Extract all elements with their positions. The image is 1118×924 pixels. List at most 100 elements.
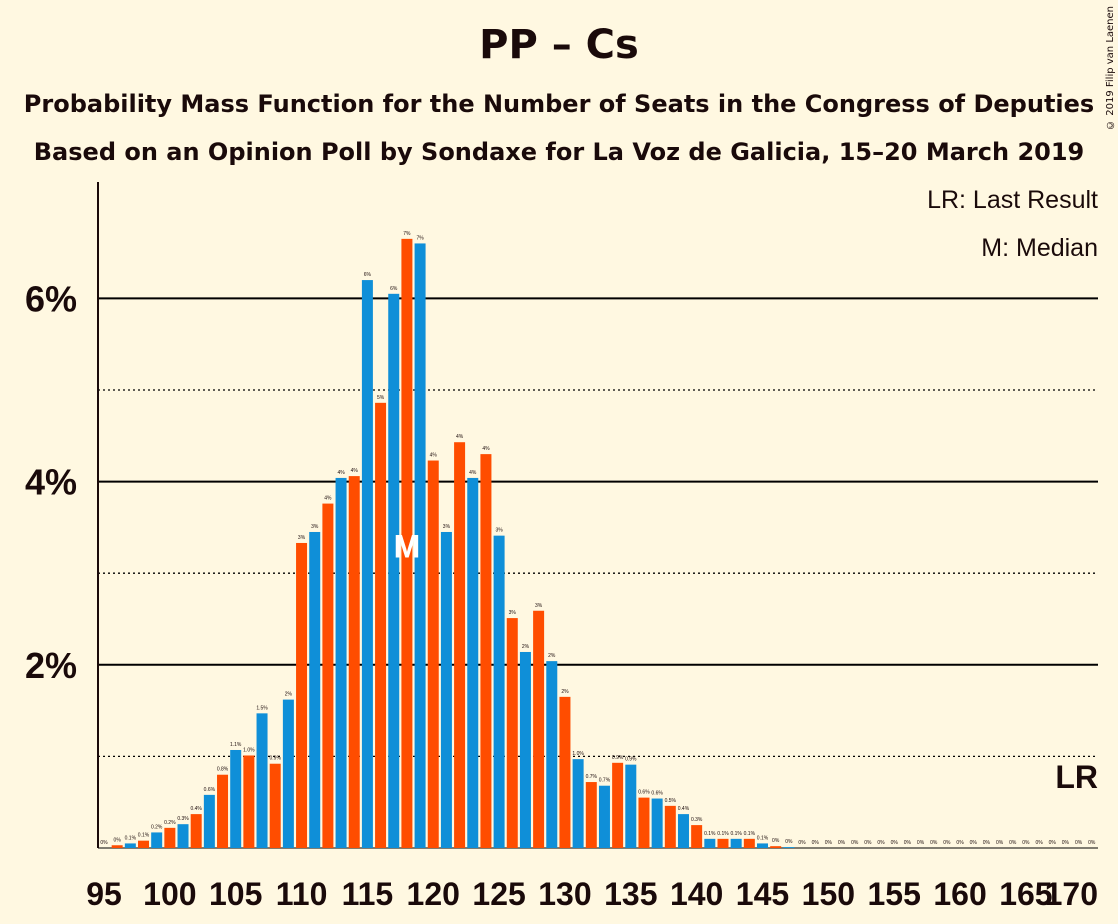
x-tick-label: 145 xyxy=(736,876,789,912)
bar-label-119: 7% xyxy=(416,235,424,241)
bar-seats-109 xyxy=(282,699,294,848)
bar-seats-135 xyxy=(625,764,637,848)
bar-label-140: 0.3% xyxy=(691,817,703,823)
x-tick-label: 165 xyxy=(999,876,1052,912)
bar-seats-114 xyxy=(348,476,360,848)
bar-label-123: 4% xyxy=(469,470,477,476)
bar-label-126: 3% xyxy=(509,610,517,616)
median-marker: M xyxy=(394,529,421,565)
bar-seats-106 xyxy=(243,755,255,848)
bar-seats-121 xyxy=(440,531,452,848)
grid-lines xyxy=(98,297,1098,849)
bar-seats-104 xyxy=(217,774,229,848)
bar-seats-111 xyxy=(309,531,321,848)
x-tick-label: 150 xyxy=(802,876,855,912)
bar-seats-117 xyxy=(388,293,400,848)
bar-seats-142 xyxy=(717,838,729,848)
bar-seats-146 xyxy=(770,846,782,848)
chart-subtitle-source: Based on an Opinion Poll by Sondaxe for … xyxy=(33,138,1085,166)
bar-seats-119 xyxy=(414,243,426,848)
bar-seats-97 xyxy=(124,843,136,848)
bar-label-153: 0% xyxy=(864,840,872,846)
bar-label-96: 0% xyxy=(114,837,122,843)
x-tick-label: 135 xyxy=(604,876,657,912)
bar-label-167: 0% xyxy=(1049,840,1057,846)
bar-seats-145 xyxy=(757,843,768,848)
bar-label-122: 4% xyxy=(456,434,464,440)
bar-seats-136 xyxy=(638,797,650,848)
bar-series xyxy=(111,238,795,849)
bar-label-101: 0.3% xyxy=(177,816,189,822)
bar-label-150: 0% xyxy=(825,840,833,846)
bar-seats-123 xyxy=(467,477,479,848)
bar-seats-118 xyxy=(401,238,413,849)
bar-seats-138 xyxy=(664,805,676,848)
bar-label-129: 2% xyxy=(548,653,556,659)
bar-seats-134 xyxy=(612,762,624,848)
y-axis-ticks: 2% 4% 6% xyxy=(25,278,77,685)
bar-label-160: 0% xyxy=(956,840,964,846)
y-tick-label: 4% xyxy=(25,462,77,503)
bar-label-157: 0% xyxy=(917,840,925,846)
bar-label-152: 0% xyxy=(851,840,859,846)
bar-seats-129 xyxy=(546,661,558,848)
bar-label-134: 0.9% xyxy=(612,755,624,761)
bar-label-116: 5% xyxy=(377,395,385,401)
bar-label-118: 7% xyxy=(403,231,411,237)
bar-label-155: 0% xyxy=(891,840,899,846)
bar-label-170: 0% xyxy=(1088,840,1096,846)
bar-label-139: 0.4% xyxy=(678,806,690,812)
bar-label-151: 0% xyxy=(838,840,846,846)
bar-label-142: 0.1% xyxy=(717,831,729,837)
bar-label-112: 4% xyxy=(324,496,332,502)
y-tick-label: 2% xyxy=(25,645,77,686)
x-tick-label: 115 xyxy=(342,876,394,912)
chart-title: PP – Cs xyxy=(479,22,639,68)
bar-label-164: 0% xyxy=(1009,840,1017,846)
bar-label-148: 0% xyxy=(798,840,806,846)
bar-label-135: 0.9% xyxy=(625,757,637,763)
x-tick-label: 155 xyxy=(868,876,921,912)
bar-seats-127 xyxy=(519,651,531,848)
bar-seats-147 xyxy=(783,847,795,848)
bar-label-149: 0% xyxy=(812,840,820,846)
legend-median: M: Median xyxy=(981,234,1098,262)
bar-label-100: 0.2% xyxy=(164,820,176,826)
x-tick-label: 125 xyxy=(472,876,525,912)
bar-label-162: 0% xyxy=(983,840,991,846)
x-tick-label: 110 xyxy=(276,876,328,912)
bar-label-141: 0.1% xyxy=(704,831,716,837)
bar-seats-98 xyxy=(138,840,150,848)
bar-seats-107 xyxy=(256,713,268,848)
bar-seats-101 xyxy=(177,824,189,848)
bar-label-124: 4% xyxy=(482,446,490,452)
chart-subtitle-method: Probability Mass Function for the Number… xyxy=(23,90,1095,118)
bar-seats-125 xyxy=(493,535,505,848)
bar-label-125: 3% xyxy=(495,528,503,534)
bar-label-130: 2% xyxy=(561,689,569,695)
bar-label-145: 0.1% xyxy=(757,835,769,841)
bar-seats-124 xyxy=(480,454,492,848)
x-axis-ticks: 95 100 105 110 115 120 125 130 135 140 145 150 155 16… xyxy=(86,876,1098,912)
bar-label-147: 0% xyxy=(785,839,793,845)
bar-seats-116 xyxy=(375,402,387,848)
bar-label-114: 4% xyxy=(351,468,359,474)
bar-label-159: 0% xyxy=(943,840,951,846)
bar-seats-99 xyxy=(151,832,163,848)
bar-label-158: 0% xyxy=(930,840,938,846)
bar-seats-120 xyxy=(427,460,439,848)
bar-label-144: 0.1% xyxy=(744,831,756,837)
bar-label-146: 0% xyxy=(772,838,780,844)
bar-label-117: 6% xyxy=(390,286,398,292)
x-tick-label: 170 xyxy=(1045,876,1098,912)
bar-label-168: 0% xyxy=(1062,840,1070,846)
bar-label-136: 0.6% xyxy=(638,790,650,796)
bar-label-156: 0% xyxy=(904,840,912,846)
bar-seats-115 xyxy=(361,280,373,849)
bar-label-163: 0% xyxy=(996,840,1004,846)
bar-seats-110 xyxy=(296,542,308,848)
bar-label-97: 0.1% xyxy=(125,835,137,841)
x-tick-label: 140 xyxy=(670,876,723,912)
bar-label-95: 0% xyxy=(100,840,108,846)
bar-label-99: 0.2% xyxy=(151,824,163,830)
